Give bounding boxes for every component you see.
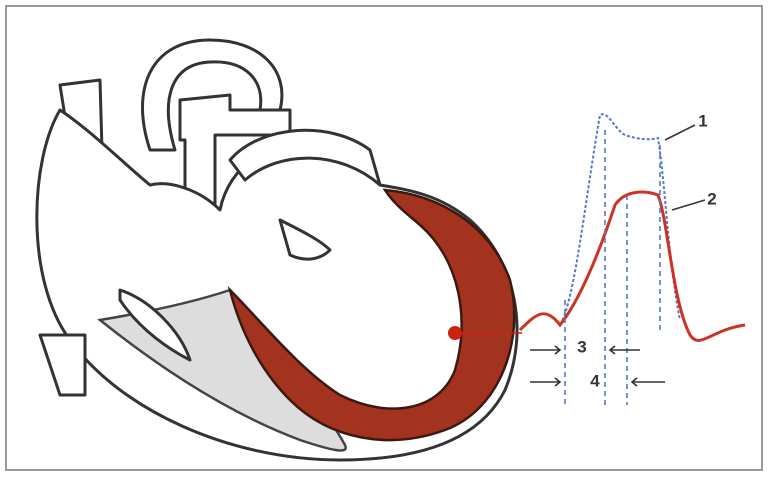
- electrode: [448, 326, 462, 340]
- curve-label: 2: [707, 189, 716, 208]
- interval-label: 4: [590, 371, 600, 390]
- diagram: 1 2 3 4: [0, 0, 770, 477]
- curve-label: 1: [698, 111, 707, 130]
- interval-label: 3: [577, 337, 586, 356]
